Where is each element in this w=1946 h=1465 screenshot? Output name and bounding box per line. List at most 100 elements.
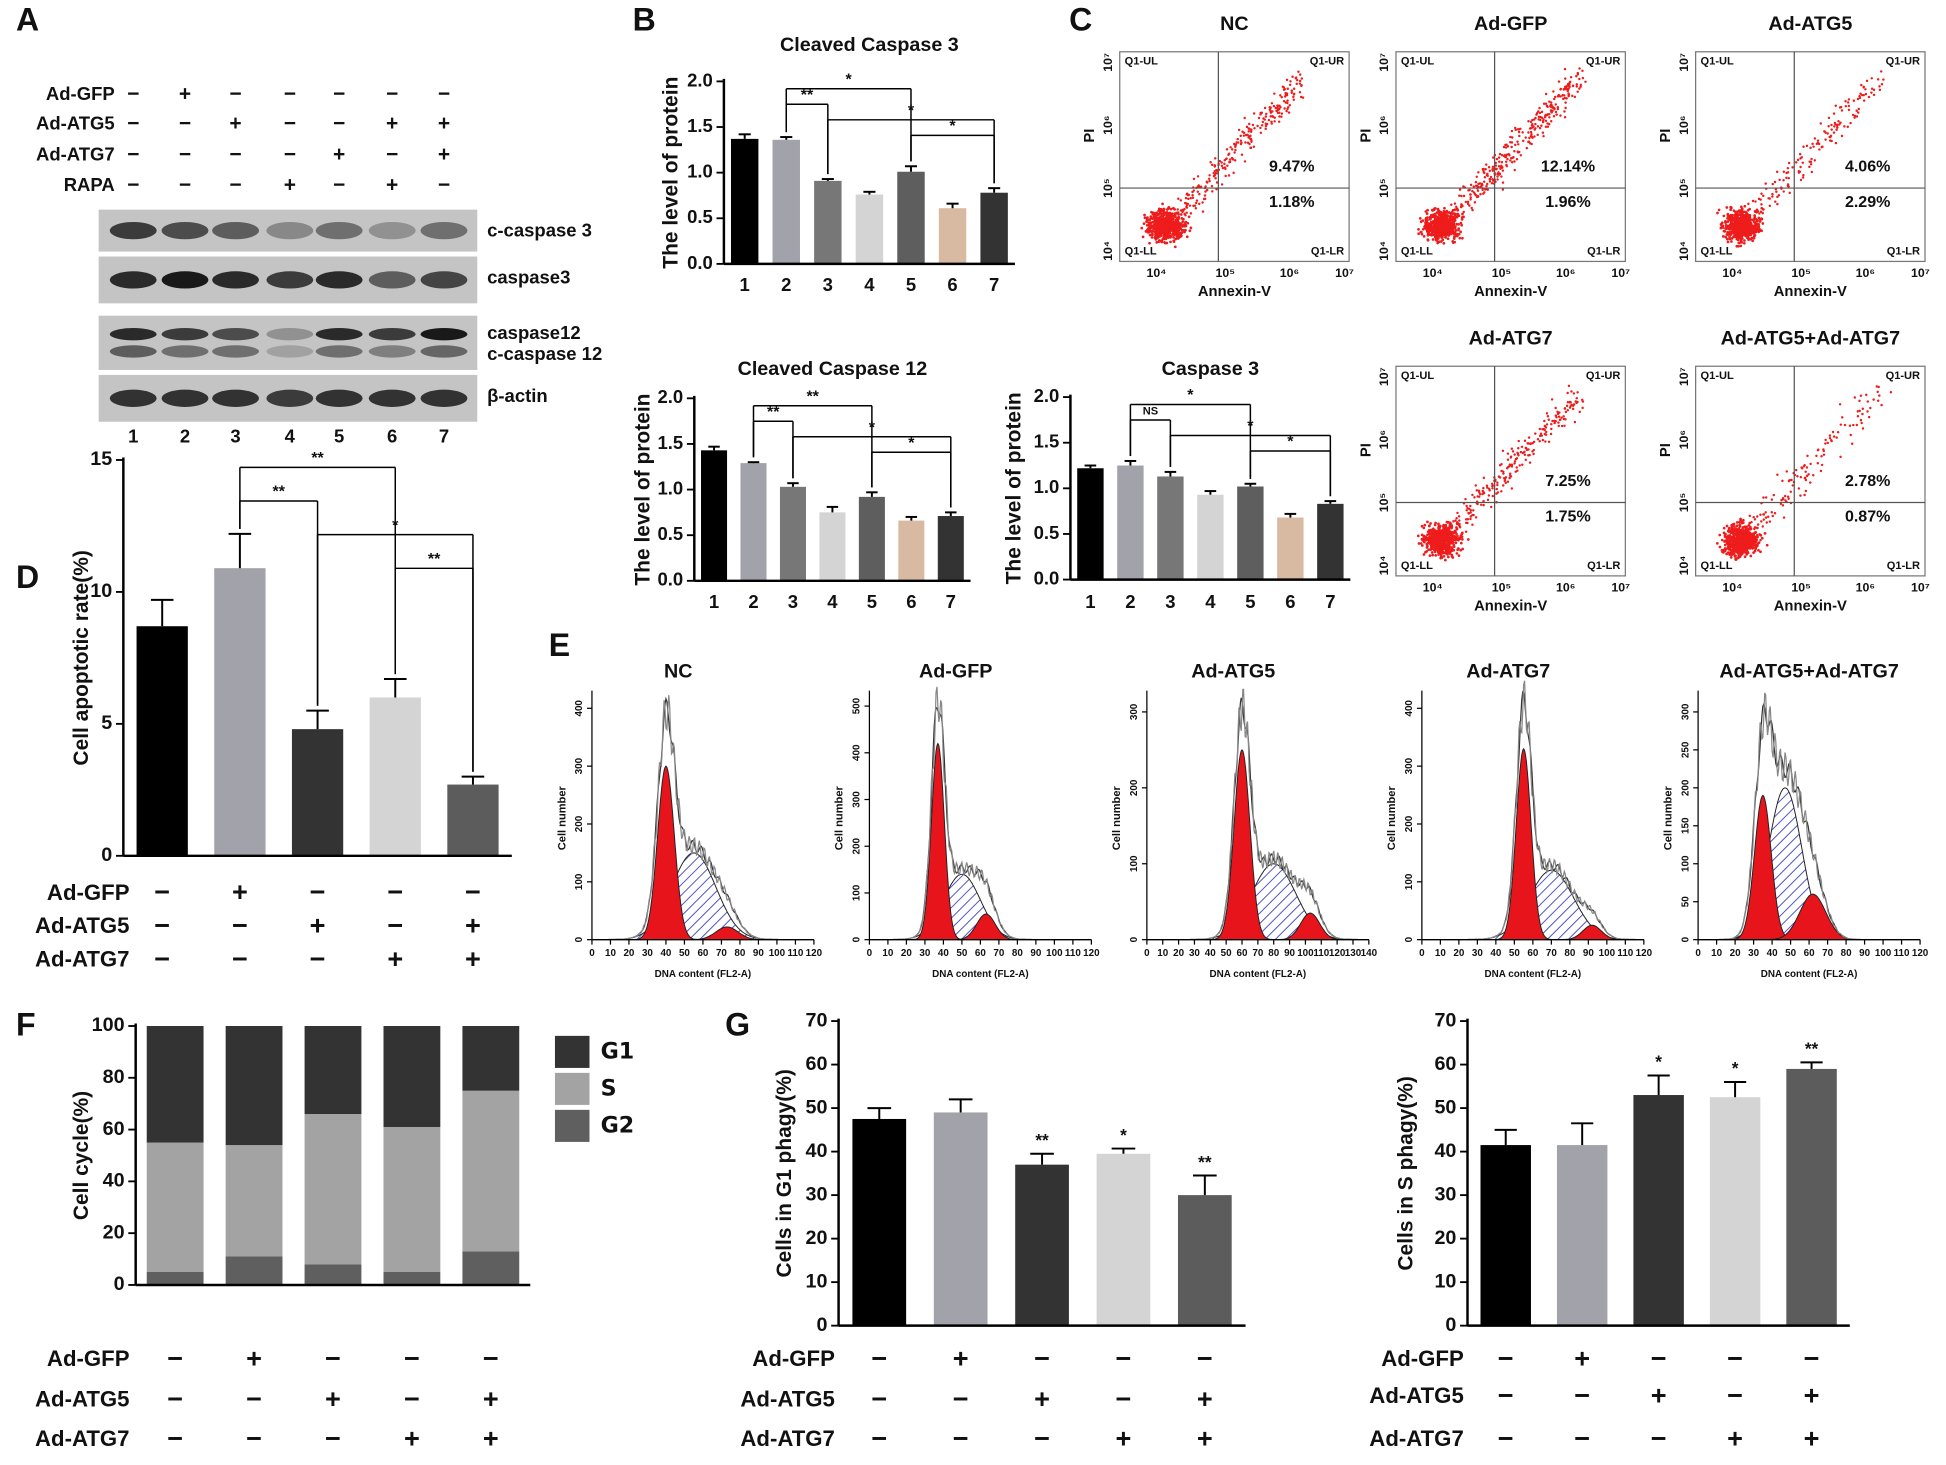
event-dot bbox=[1746, 229, 1749, 232]
event-dot bbox=[1437, 529, 1440, 532]
x-tick-label: 60 bbox=[1237, 948, 1248, 959]
event-dot bbox=[1273, 92, 1275, 94]
y-tick-label: 0 bbox=[574, 936, 585, 942]
event-dot bbox=[1754, 518, 1756, 520]
bar bbox=[137, 626, 188, 856]
y-tick-label: 100 bbox=[1129, 855, 1140, 872]
condition-sign: + bbox=[229, 112, 241, 135]
event-dot bbox=[1800, 179, 1802, 181]
event-dot bbox=[1451, 533, 1453, 535]
event-dot bbox=[1509, 159, 1511, 161]
x-tick-label: 70 bbox=[993, 948, 1004, 959]
event-dot bbox=[1861, 413, 1863, 415]
event-dot bbox=[1766, 521, 1768, 523]
plot-title: Ad-ATG7 bbox=[1469, 327, 1553, 349]
event-dot bbox=[1457, 539, 1460, 542]
event-dot bbox=[1742, 214, 1744, 216]
event-dot bbox=[1444, 236, 1447, 239]
x-axis-label: DNA content (FL2-A) bbox=[655, 969, 752, 980]
lane-number: 4 bbox=[285, 426, 296, 447]
y-tick-label: 0 bbox=[817, 1314, 828, 1336]
event-dot bbox=[1488, 494, 1490, 496]
event-dot bbox=[1728, 553, 1731, 556]
event-dot bbox=[1486, 183, 1488, 185]
event-dot bbox=[1797, 159, 1799, 161]
event-dot bbox=[1808, 166, 1810, 168]
y-tick-label: 1.5 bbox=[687, 115, 713, 136]
event-dot bbox=[1195, 202, 1197, 204]
event-dot bbox=[1800, 476, 1802, 478]
event-dot bbox=[1735, 550, 1738, 553]
event-dot bbox=[1784, 499, 1786, 501]
event-dot bbox=[1802, 176, 1804, 178]
y-axis-label: The level of protein bbox=[660, 77, 683, 269]
event-dot bbox=[1490, 506, 1492, 508]
bar bbox=[1480, 1145, 1530, 1326]
event-dot bbox=[1441, 535, 1444, 538]
event-dot bbox=[1760, 203, 1762, 205]
y-tick-label: 30 bbox=[806, 1183, 828, 1205]
event-dot bbox=[1239, 135, 1241, 137]
event-dot bbox=[1283, 107, 1285, 109]
event-dot bbox=[1548, 100, 1550, 102]
event-dot bbox=[1471, 524, 1473, 526]
event-dot bbox=[1547, 415, 1549, 417]
condition-sign: − bbox=[167, 1383, 183, 1414]
x-tick-label: 5 bbox=[1245, 591, 1255, 612]
y-tick-label: 10 bbox=[90, 580, 112, 602]
event-dot bbox=[1168, 219, 1171, 222]
event-dot bbox=[1510, 146, 1512, 148]
stacked-segment bbox=[147, 1272, 204, 1285]
condition-sign: − bbox=[1651, 1422, 1667, 1453]
event-dot bbox=[1736, 524, 1739, 527]
blot-band bbox=[110, 271, 157, 288]
event-dot bbox=[1753, 528, 1755, 530]
event-dot bbox=[1157, 222, 1160, 225]
x-tick-label: 10⁵ bbox=[1791, 266, 1811, 280]
quadrant-label: Q1-UR bbox=[1886, 370, 1920, 382]
event-dot bbox=[1297, 71, 1299, 73]
event-dot bbox=[1761, 537, 1764, 540]
event-dot bbox=[1423, 553, 1426, 556]
event-dot bbox=[1174, 215, 1177, 218]
x-tick-label: 120 bbox=[1912, 948, 1929, 959]
event-dot bbox=[1765, 516, 1767, 518]
event-dot bbox=[1465, 201, 1467, 203]
event-dot bbox=[1264, 107, 1266, 109]
event-dot bbox=[1841, 416, 1843, 418]
event-dot bbox=[1472, 509, 1474, 511]
event-dot bbox=[1168, 232, 1171, 235]
hist-g2-peak bbox=[869, 914, 1091, 940]
event-dot bbox=[1243, 134, 1245, 136]
event-dot bbox=[1469, 193, 1471, 195]
event-dot bbox=[1429, 548, 1432, 551]
event-dot bbox=[1518, 135, 1520, 137]
event-dot bbox=[1224, 175, 1226, 177]
x-tick-label: 100 bbox=[1297, 948, 1314, 959]
event-dot bbox=[1844, 424, 1846, 426]
event-dot bbox=[1866, 410, 1868, 412]
event-dot bbox=[1516, 158, 1518, 160]
bar bbox=[814, 181, 841, 264]
event-dot bbox=[1745, 217, 1747, 219]
event-dot bbox=[1546, 423, 1548, 425]
event-dot bbox=[1443, 531, 1446, 534]
event-dot bbox=[1421, 525, 1424, 528]
event-dot bbox=[1564, 407, 1566, 409]
event-dot bbox=[1743, 239, 1746, 242]
event-dot bbox=[1738, 214, 1741, 217]
event-dot bbox=[1161, 229, 1164, 232]
event-dot bbox=[1857, 98, 1859, 100]
event-dot bbox=[1778, 194, 1780, 196]
event-dot bbox=[1775, 190, 1777, 192]
bar bbox=[856, 195, 883, 264]
x-tick-label: 0 bbox=[589, 948, 595, 959]
event-dot bbox=[1826, 132, 1828, 134]
event-dot bbox=[1856, 424, 1858, 426]
event-dot bbox=[1204, 194, 1206, 196]
y-tick-label: 60 bbox=[103, 1118, 125, 1140]
x-tick-label: 50 bbox=[679, 948, 690, 959]
event-dot bbox=[1454, 538, 1457, 541]
condition-sign: − bbox=[386, 143, 398, 166]
event-dot bbox=[1531, 123, 1533, 125]
